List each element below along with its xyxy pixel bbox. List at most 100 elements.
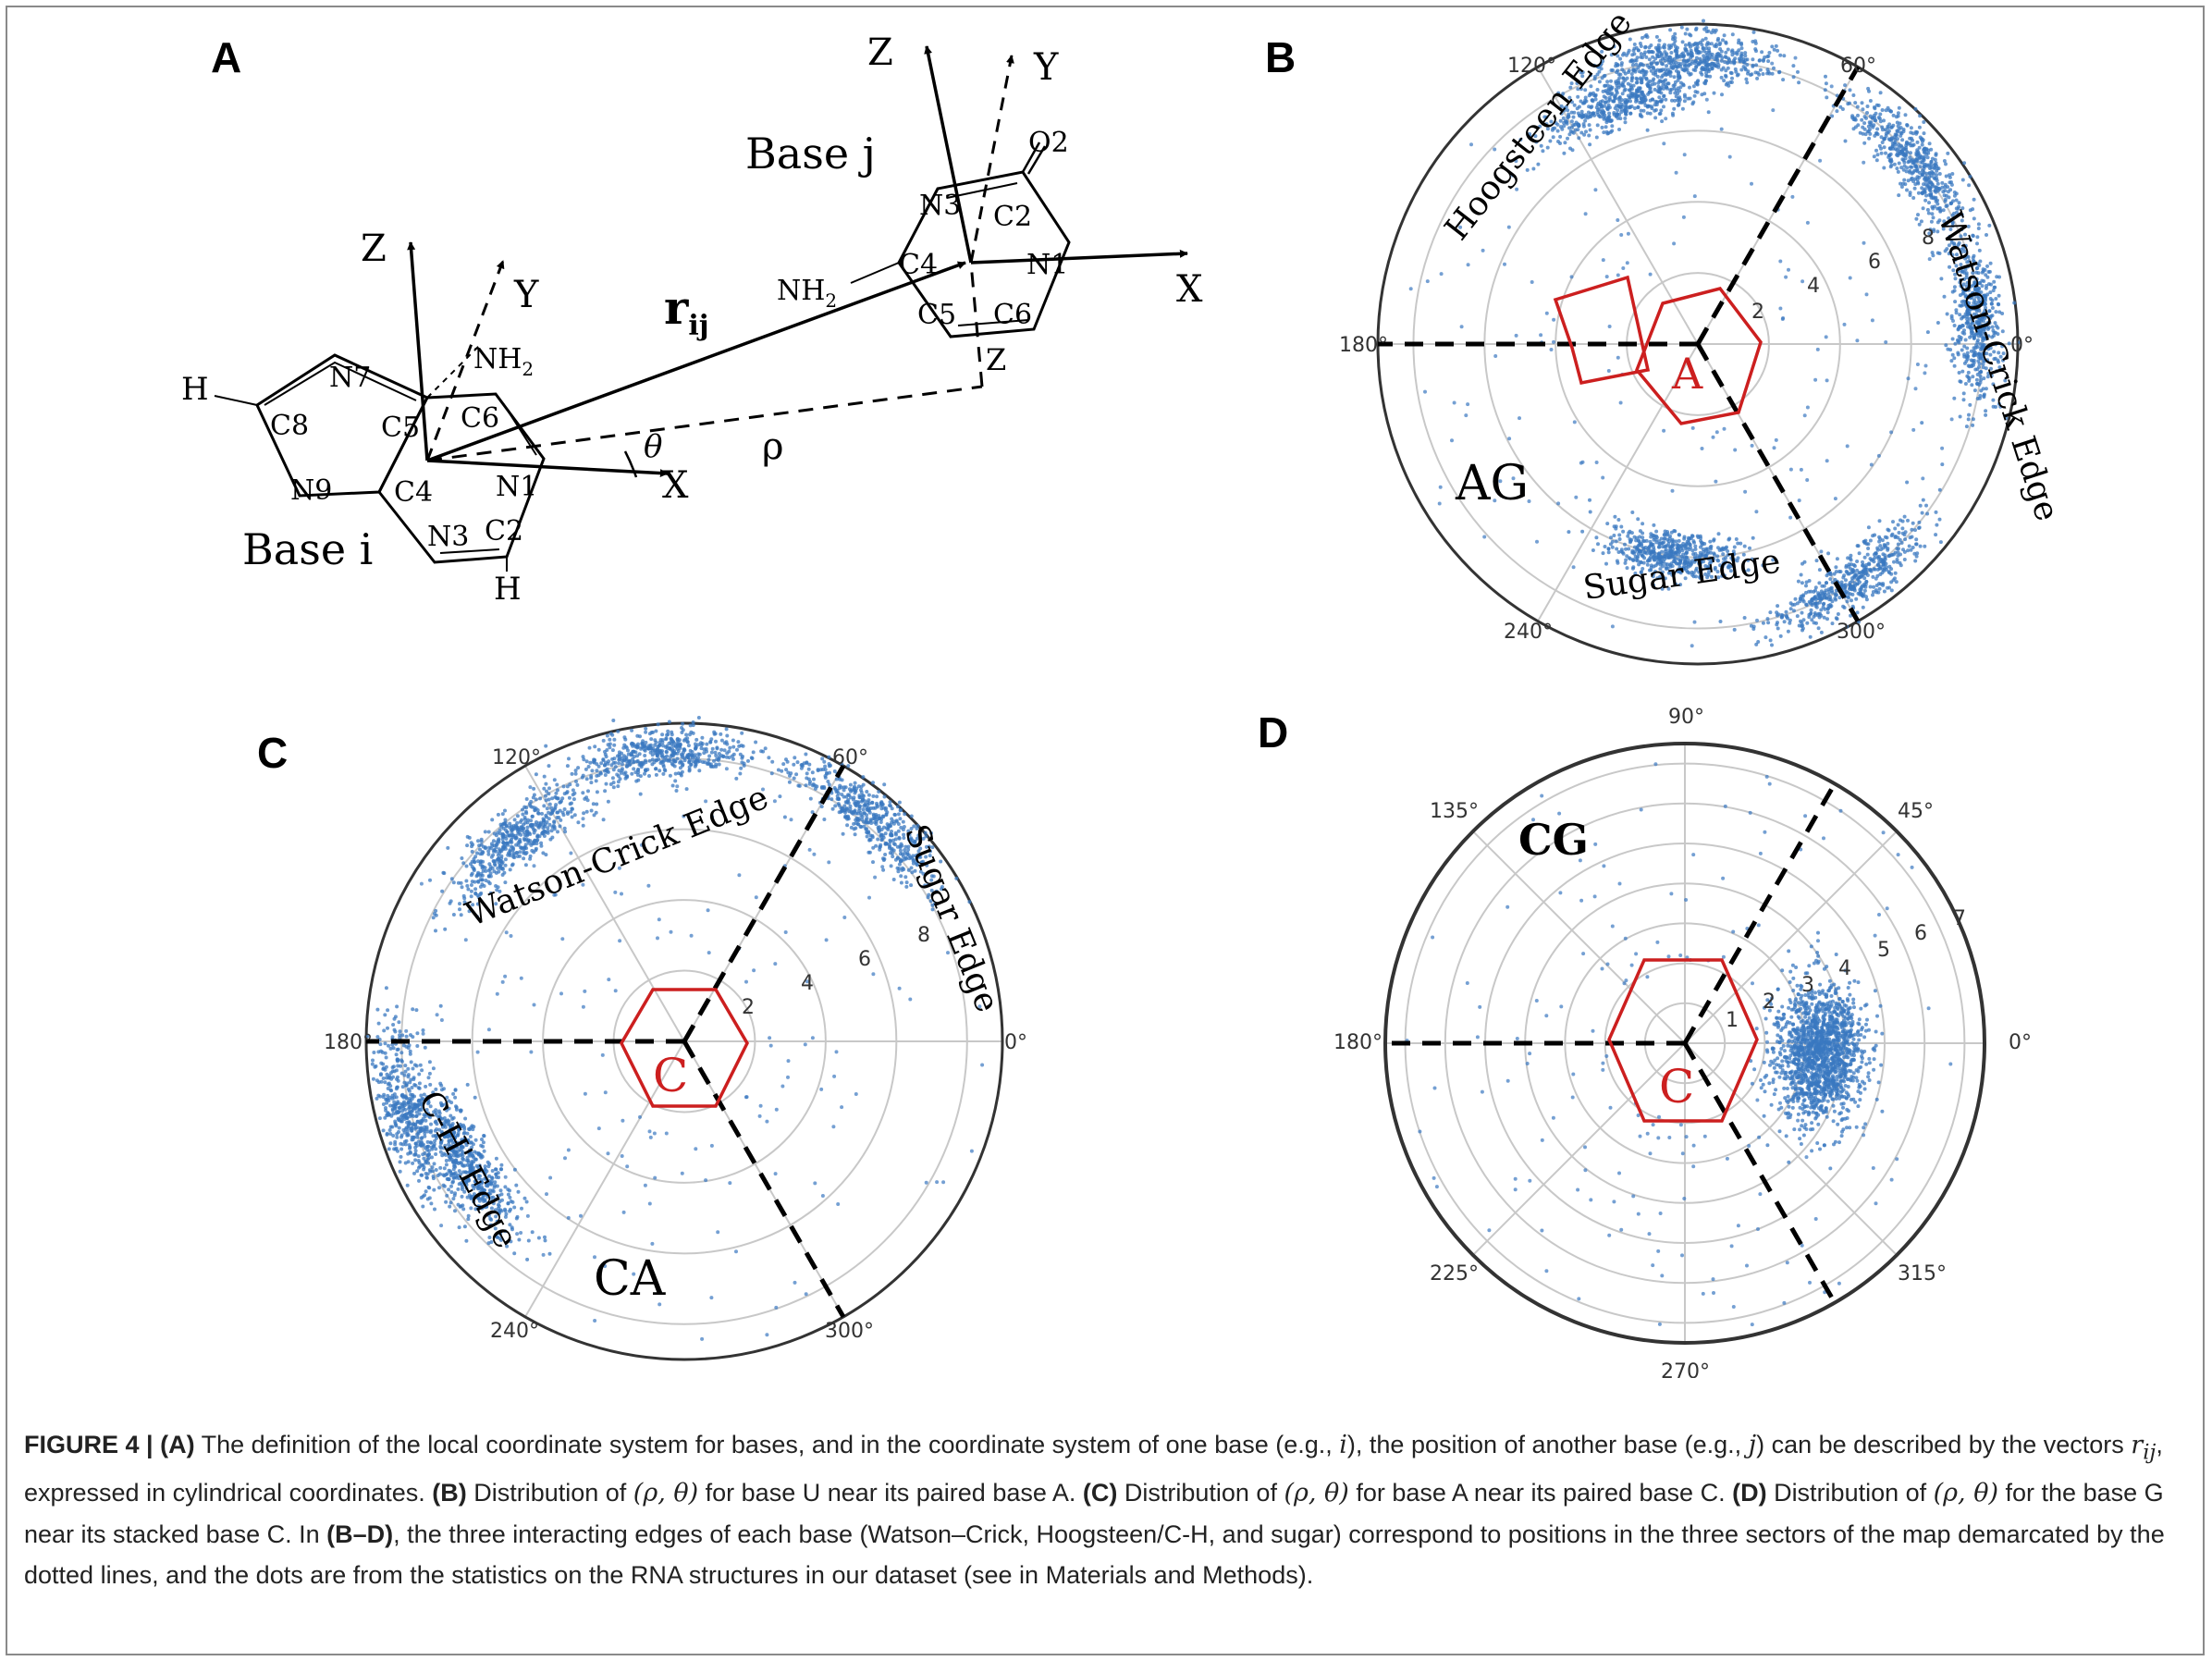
panel-b-dot [1450, 438, 1454, 443]
panel-b-dot [1882, 589, 1886, 594]
panel-b-dot [1805, 220, 1810, 225]
panel-b-dot [1968, 208, 1972, 213]
panel-b-dot [1741, 57, 1746, 61]
panel-c-dot [967, 900, 972, 904]
panel-b-dot [1530, 280, 1534, 284]
panel-b-pair-label: AG [1455, 456, 1529, 511]
panel-c-dot [398, 1029, 402, 1034]
panel-b-dot [1886, 153, 1891, 157]
panel-b-dot [1617, 105, 1622, 109]
panel-b-dot [1617, 533, 1622, 537]
panel-c-dot [533, 808, 537, 813]
panel-b-dot [1921, 158, 1925, 162]
panel-b-dot [1694, 64, 1699, 68]
panel-c-dot [610, 757, 615, 761]
panel-b-dot [1800, 581, 1804, 585]
panel-b-dot [1882, 543, 1886, 548]
panel-b-dot [1691, 68, 1696, 72]
panel-b-dot [1791, 75, 1796, 80]
panel-b-dot [1755, 76, 1760, 80]
panel-b-dot [1870, 318, 1874, 323]
panel-b-dot [1979, 388, 1984, 393]
panel-c-dot [891, 821, 896, 826]
panel-b-angle-180: 180° [1339, 334, 1388, 357]
panel-b-dot [1986, 326, 1991, 330]
panel-b-dot [1751, 57, 1755, 62]
panel-b-dot [1694, 26, 1699, 31]
panel-b-dot [1718, 41, 1723, 45]
atom-n1-j: N1 [1026, 249, 1068, 281]
panel-b-dot [1888, 158, 1893, 163]
panel-b-dot [1846, 556, 1850, 560]
panel-b-dot [1800, 561, 1804, 566]
panel-b-dot [1536, 162, 1541, 166]
panel-b-dot [1924, 503, 1928, 508]
panel-b-dot [1959, 338, 1963, 342]
panel-c-dot [862, 804, 866, 808]
panel-b-dot [1469, 142, 1473, 147]
panel-c-dot [697, 769, 702, 773]
panel-b-dot [1580, 74, 1585, 79]
panel-b-dot [1618, 400, 1623, 405]
panel-b-dot [1660, 61, 1664, 66]
panel-c-dot [503, 818, 508, 822]
panel-b-dot [1960, 316, 1964, 321]
panel-c-dot [545, 820, 549, 824]
panel-b-dot [1719, 75, 1724, 80]
panel-b-dot [1680, 40, 1685, 44]
panel-c-dot [638, 792, 643, 796]
panel-b-dot [1908, 170, 1911, 175]
panel-b-dot [1569, 119, 1574, 124]
panel-c-dot [488, 846, 493, 851]
panel-b-dot [1745, 80, 1750, 85]
panel-b-dot [1607, 115, 1612, 119]
panel-c-dot [431, 916, 436, 920]
panel-b-dot [1937, 517, 1942, 522]
panel-b-dot [1866, 129, 1871, 134]
panel-b-dot [1986, 282, 1991, 287]
panel-b-dot [1753, 47, 1758, 52]
panel-c-dot [424, 1084, 428, 1089]
panel-b-dot [1926, 211, 1931, 215]
panel-c-dot [714, 739, 718, 744]
panel-b-dot [1577, 124, 1581, 129]
panel-b-dot [1575, 106, 1579, 111]
panel-b-dot [1706, 110, 1711, 115]
panel-b-dot [1583, 88, 1588, 92]
panel-c-dot [898, 857, 903, 862]
panel-b-dot [1883, 553, 1887, 558]
panel-c-dot [498, 851, 501, 855]
panel-b-dot [1605, 80, 1610, 84]
panel-b-dot [1917, 520, 1922, 524]
panel-b-dot [1787, 267, 1790, 272]
panel-c-dot [459, 913, 463, 917]
panel-b-dot [1860, 573, 1864, 578]
panel-b-dot [1873, 567, 1877, 572]
panel-c-dot [667, 720, 671, 724]
panel-b-dot [1767, 71, 1772, 76]
panel-b-dot [1645, 63, 1650, 68]
panel-b-dot [1630, 53, 1635, 57]
panel-c-dot [544, 798, 548, 803]
panel-b-dot [1613, 514, 1617, 519]
panel-b-dot [1663, 68, 1667, 72]
panel-b-dot [1862, 141, 1867, 145]
panel-b-dot [1861, 563, 1864, 568]
panel-c-dot [880, 802, 885, 806]
panel-b-dot [1626, 105, 1630, 110]
panel-b-dot [1700, 43, 1704, 47]
panel-c-dot [686, 756, 691, 760]
panel-b-dot [1599, 67, 1604, 71]
panel-c-dot [854, 826, 858, 830]
panel-b-dot [1652, 553, 1656, 558]
panel-b-dot [1916, 181, 1921, 186]
panel-b-dot [1619, 233, 1624, 237]
axis-j-y-label: Y [1033, 46, 1059, 89]
panel-b-dot [1626, 81, 1630, 86]
panel-b-dot [1929, 160, 1934, 165]
panel-b-dot [1920, 421, 1924, 425]
panel-c-dot [470, 880, 474, 884]
panel-b-dot [1851, 127, 1856, 131]
panel-b-dot [1658, 111, 1663, 116]
panel-b-dot [1916, 191, 1921, 195]
